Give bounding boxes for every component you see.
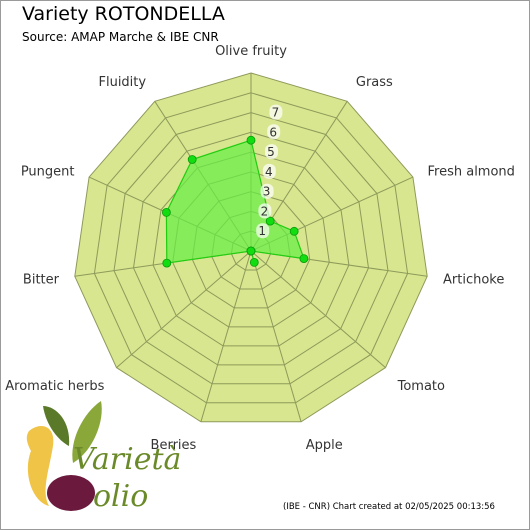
tick-label-2: 2 [261, 204, 269, 218]
category-label-9: Bitter [23, 273, 60, 288]
tick-label-bg-4 [262, 163, 276, 179]
category-label-7: Berries [151, 438, 197, 453]
tick-label-bg-7 [269, 104, 283, 120]
spoke-8 [116, 250, 252, 368]
spoke-5 [250, 250, 386, 368]
data-point-11[interactable] [187, 155, 197, 164]
chart-credit: (IBE - CNR) Chart created at 02/05/2025 … [283, 502, 495, 512]
data-point-8[interactable] [246, 246, 256, 256]
tick-label-6: 6 [269, 125, 277, 139]
data-point-6[interactable] [249, 257, 259, 267]
tick-label-5: 5 [267, 145, 275, 159]
category-label-6: Apple [306, 438, 343, 453]
category-label-2: Grass [356, 75, 393, 90]
chart-subtitle: Source: AMAP Marche & IBE CNR [22, 30, 219, 44]
logo-leaf-left [43, 406, 70, 446]
data-point-1[interactable] [246, 135, 256, 145]
logo-leaf-right [72, 401, 102, 463]
tick-label-4: 4 [265, 165, 273, 179]
category-label-5: Tomato [397, 379, 445, 394]
tick-label-3: 3 [263, 185, 271, 199]
logo-olive [47, 475, 95, 511]
logo-word-olio: olio [93, 479, 148, 514]
data-point-3[interactable] [289, 226, 299, 236]
tick-label-bg-6 [267, 124, 281, 140]
spoke-6 [250, 250, 302, 422]
chart-title: Variety ROTONDELLA [22, 3, 225, 25]
data-point-2[interactable] [265, 216, 275, 226]
logo-numeral-shape [26, 426, 54, 506]
tick-label-bg-2 [258, 203, 272, 219]
tick-label-7: 7 [272, 106, 280, 120]
category-label-8: Aromatic herbs [5, 379, 104, 394]
data-point-10[interactable] [161, 207, 171, 217]
tick-label-bg-3 [260, 183, 274, 199]
data-point-4[interactable] [299, 254, 309, 264]
category-label-4: Artichoke [443, 273, 504, 288]
category-label-11: Fluidity [98, 75, 146, 90]
tick-label-1: 1 [258, 224, 266, 238]
category-label-10: Pungent [21, 164, 75, 179]
series-polygon-group [161, 135, 309, 268]
tick-label-bg-1 [256, 223, 270, 239]
category-label-1: Olive fruity [215, 44, 287, 59]
radial-tick-labels: 1 2 3 4 5 6 7 [256, 104, 283, 239]
data-point-9[interactable] [162, 258, 172, 268]
category-label-3: Fresh almond [428, 164, 515, 179]
variety-olio-logo: Varietà olio [26, 401, 181, 514]
tick-label-bg-5 [265, 144, 278, 160]
logo-word-varieta: Varietà [73, 442, 181, 477]
spoke-7 [200, 250, 252, 422]
category-labels: Olive fruity Grass Fresh almond Artichoke To… [5, 44, 515, 453]
